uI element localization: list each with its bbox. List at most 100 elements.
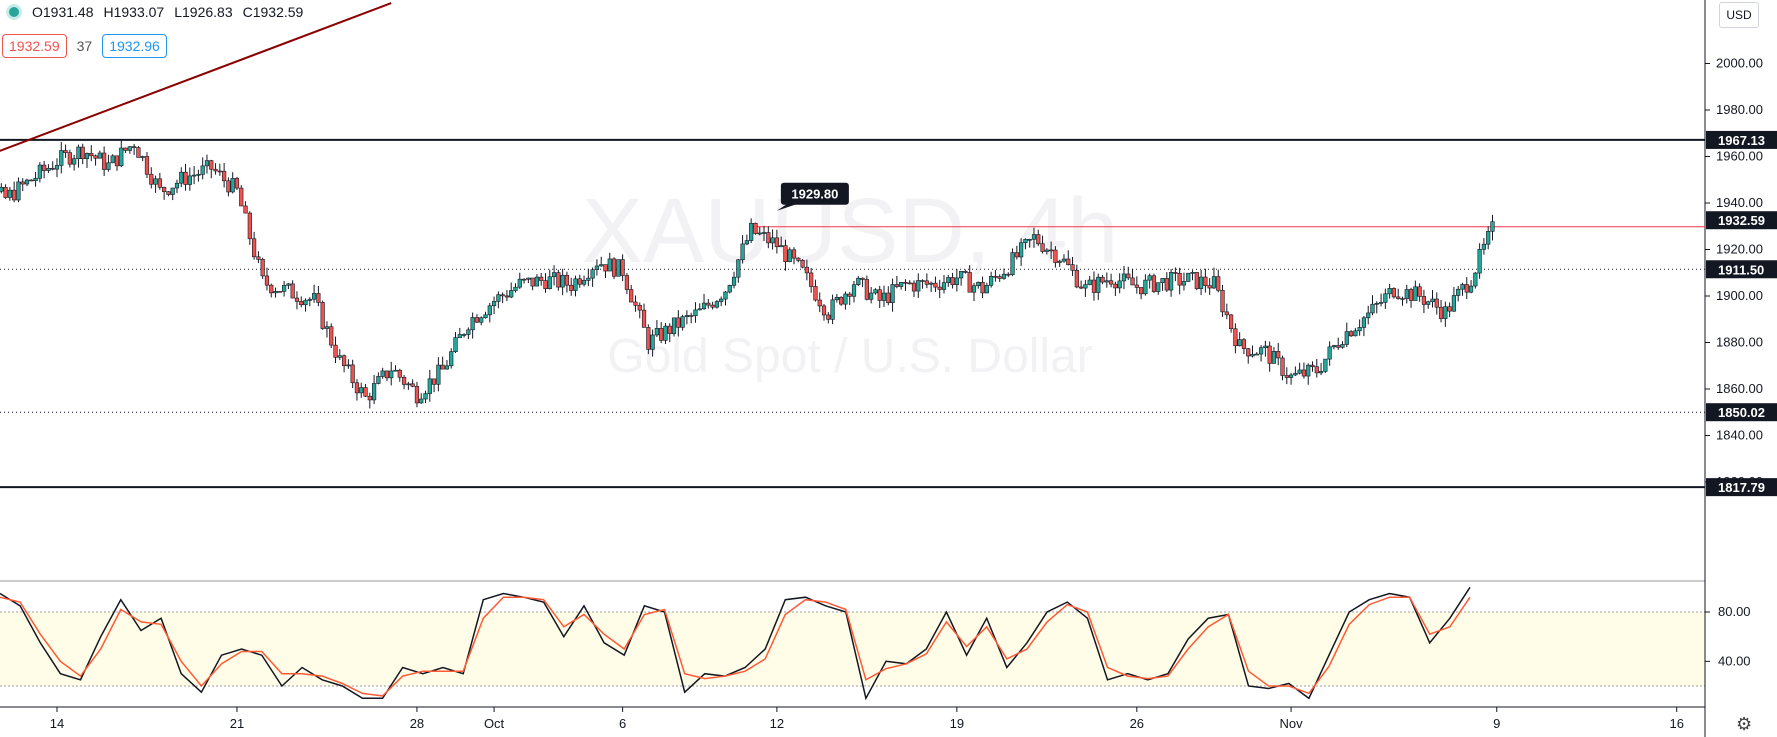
buy-price-button[interactable]: 1932.96 — [102, 34, 167, 58]
candle-down — [1091, 279, 1097, 293]
price-tick-label: 2000.00 — [1716, 56, 1763, 71]
candle-down — [1391, 288, 1397, 298]
candle-up — [496, 294, 501, 302]
candle-up — [954, 277, 959, 285]
sell-price-button[interactable]: 1932.59 — [2, 34, 67, 58]
candle-down — [1134, 284, 1139, 288]
candle-up — [714, 301, 719, 308]
candle-up — [97, 152, 102, 159]
candle-down — [980, 282, 985, 294]
candle-down — [1053, 249, 1058, 263]
candle-down — [611, 258, 617, 277]
candle-up — [1096, 276, 1101, 293]
candle-down — [1336, 345, 1341, 348]
candle-up — [1001, 273, 1007, 279]
candle-down — [633, 301, 638, 306]
price-axis[interactable]: 2000.00 1980.00 1960.00 1940.00 1920.00 1900.… — [1705, 56, 1763, 490]
candle-up — [153, 178, 158, 185]
candle-up — [1374, 302, 1379, 305]
candle-up — [941, 282, 947, 290]
candle-down — [556, 272, 561, 288]
candle-down — [911, 282, 917, 292]
candle-down — [920, 280, 925, 282]
candle-down — [1280, 357, 1285, 376]
price-tick-label: 1940.00 — [1716, 195, 1763, 210]
time-tick-label: 16 — [1669, 716, 1683, 731]
candle-down — [277, 291, 282, 293]
candle-down — [813, 286, 818, 301]
candle-up — [1361, 317, 1367, 328]
status-dot-icon — [6, 4, 22, 20]
price-label-box — [1706, 403, 1777, 422]
candle-up — [346, 364, 351, 367]
candle-up — [1357, 327, 1362, 332]
stochastic-axis: 80.00 40.00 — [1705, 604, 1751, 668]
candle-up — [684, 315, 689, 318]
candle-down — [239, 187, 244, 207]
candle-up — [744, 240, 749, 245]
candle-down — [299, 301, 304, 306]
candle-up — [1468, 285, 1474, 293]
time-tick-label: 21 — [230, 716, 244, 731]
candle-up — [740, 243, 745, 261]
candle-up — [736, 259, 741, 278]
candle-up — [380, 370, 385, 377]
candle-up — [989, 276, 994, 286]
price-tick-label: 1880.00 — [1716, 335, 1763, 350]
candle-up — [453, 337, 458, 352]
candle-down — [839, 296, 844, 305]
candle-down — [564, 274, 570, 286]
candle-up — [1104, 280, 1109, 283]
candle-up — [311, 293, 317, 300]
watermark-description: Gold Spot / U.S. Dollar — [607, 330, 1093, 383]
candle-down — [320, 302, 325, 329]
stochastic-band — [0, 612, 1705, 686]
candle-down — [967, 272, 972, 293]
candle-up — [1061, 258, 1067, 262]
candle-down — [50, 167, 55, 170]
candle-up — [1254, 353, 1259, 356]
stochastic-d-line — [0, 596, 1471, 697]
candle-up — [509, 290, 514, 298]
candle-down — [800, 260, 805, 268]
time-tick-label: 28 — [410, 716, 424, 731]
candle-up — [1211, 276, 1217, 289]
time-axis[interactable]: 14 21 28 Oct 6 12 19 26 Nov 9 16 — [50, 707, 1684, 731]
candle-down — [1194, 272, 1199, 289]
callout-label: 1929.80 — [791, 187, 838, 202]
candle-up — [303, 300, 308, 306]
currency-button[interactable]: USD — [1719, 2, 1759, 28]
candle-up — [84, 153, 90, 159]
candle-up — [787, 249, 792, 262]
candle-down — [114, 155, 120, 167]
candle-down — [183, 171, 188, 185]
candles — [0, 140, 1495, 409]
candle-up — [719, 298, 724, 302]
candle-down — [243, 205, 248, 214]
candle-up — [1318, 371, 1324, 374]
ohlc-legend: O1931.48 H1933.07 L1926.83 C1932.59 — [6, 4, 303, 20]
ohlc-open: O1931.48 — [32, 4, 94, 20]
candle-down — [384, 370, 390, 379]
candle-down — [809, 272, 814, 287]
candle-up — [1271, 351, 1277, 364]
candle-down — [817, 299, 822, 307]
candle-down — [123, 147, 128, 151]
candle-up — [371, 383, 377, 401]
candle-down — [367, 395, 372, 401]
candle-down — [766, 232, 771, 244]
candle-down — [1109, 280, 1114, 285]
stochastic-tick-label: 80.00 — [1718, 604, 1751, 619]
candle-up — [1087, 279, 1092, 285]
candle-down — [89, 153, 94, 157]
candle-up — [1370, 303, 1375, 314]
candle-down — [629, 289, 634, 303]
candle-up — [127, 146, 132, 151]
candle-up — [1306, 364, 1311, 377]
candle-up — [1147, 275, 1152, 281]
gear-icon[interactable]: ⚙ — [1736, 714, 1753, 734]
candle-up — [1353, 330, 1358, 337]
candle-down — [950, 277, 955, 285]
candle-up — [869, 292, 874, 300]
